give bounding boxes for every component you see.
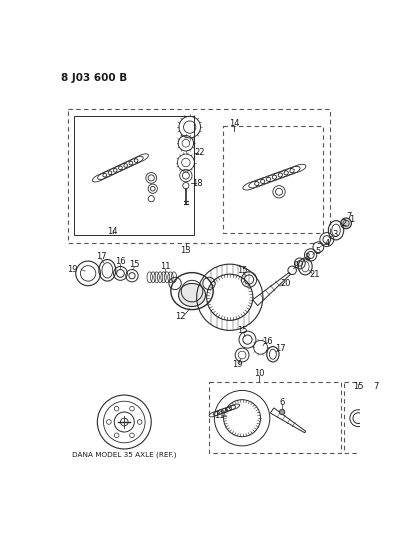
Circle shape	[279, 409, 285, 415]
Text: 13: 13	[180, 246, 191, 255]
Bar	[344, 382, 373, 453]
Text: 11: 11	[160, 262, 170, 271]
Text: 15: 15	[237, 326, 247, 335]
Text: 15: 15	[353, 382, 364, 391]
Text: 5: 5	[316, 247, 321, 255]
Text: 1: 1	[349, 215, 354, 224]
Text: 14: 14	[107, 227, 118, 236]
Text: 3: 3	[332, 230, 337, 239]
Text: 16: 16	[115, 257, 126, 266]
Bar	[209, 382, 341, 453]
Text: 6: 6	[279, 398, 285, 407]
Bar	[375, 382, 399, 453]
Text: 2: 2	[341, 219, 346, 228]
Text: 7: 7	[346, 212, 351, 221]
Text: 12: 12	[175, 312, 186, 321]
Text: 19: 19	[232, 360, 243, 369]
Text: 8 J03 600 B: 8 J03 600 B	[61, 73, 128, 83]
Text: DANA MODEL 35 AXLE (REF.): DANA MODEL 35 AXLE (REF.)	[72, 451, 176, 458]
Text: 10: 10	[254, 369, 264, 378]
Bar	[68, 109, 330, 244]
Bar	[223, 126, 323, 233]
Text: 19: 19	[68, 265, 78, 274]
Text: 8: 8	[304, 254, 310, 262]
Text: 20: 20	[281, 279, 291, 288]
Text: 4: 4	[324, 239, 329, 248]
Text: 22: 22	[194, 148, 205, 157]
Text: 17: 17	[96, 252, 107, 261]
Text: 15: 15	[237, 266, 247, 275]
Text: 14: 14	[229, 119, 240, 128]
Text: 18: 18	[192, 179, 203, 188]
Circle shape	[340, 218, 351, 229]
Text: 9: 9	[294, 261, 299, 270]
Text: 15: 15	[129, 260, 140, 269]
Ellipse shape	[178, 284, 205, 306]
Text: 7: 7	[373, 382, 379, 391]
Text: 16: 16	[262, 337, 273, 346]
Bar	[74, 116, 194, 235]
Text: 17: 17	[275, 344, 286, 353]
Text: 21: 21	[309, 270, 320, 279]
Text: 11: 11	[214, 411, 224, 421]
